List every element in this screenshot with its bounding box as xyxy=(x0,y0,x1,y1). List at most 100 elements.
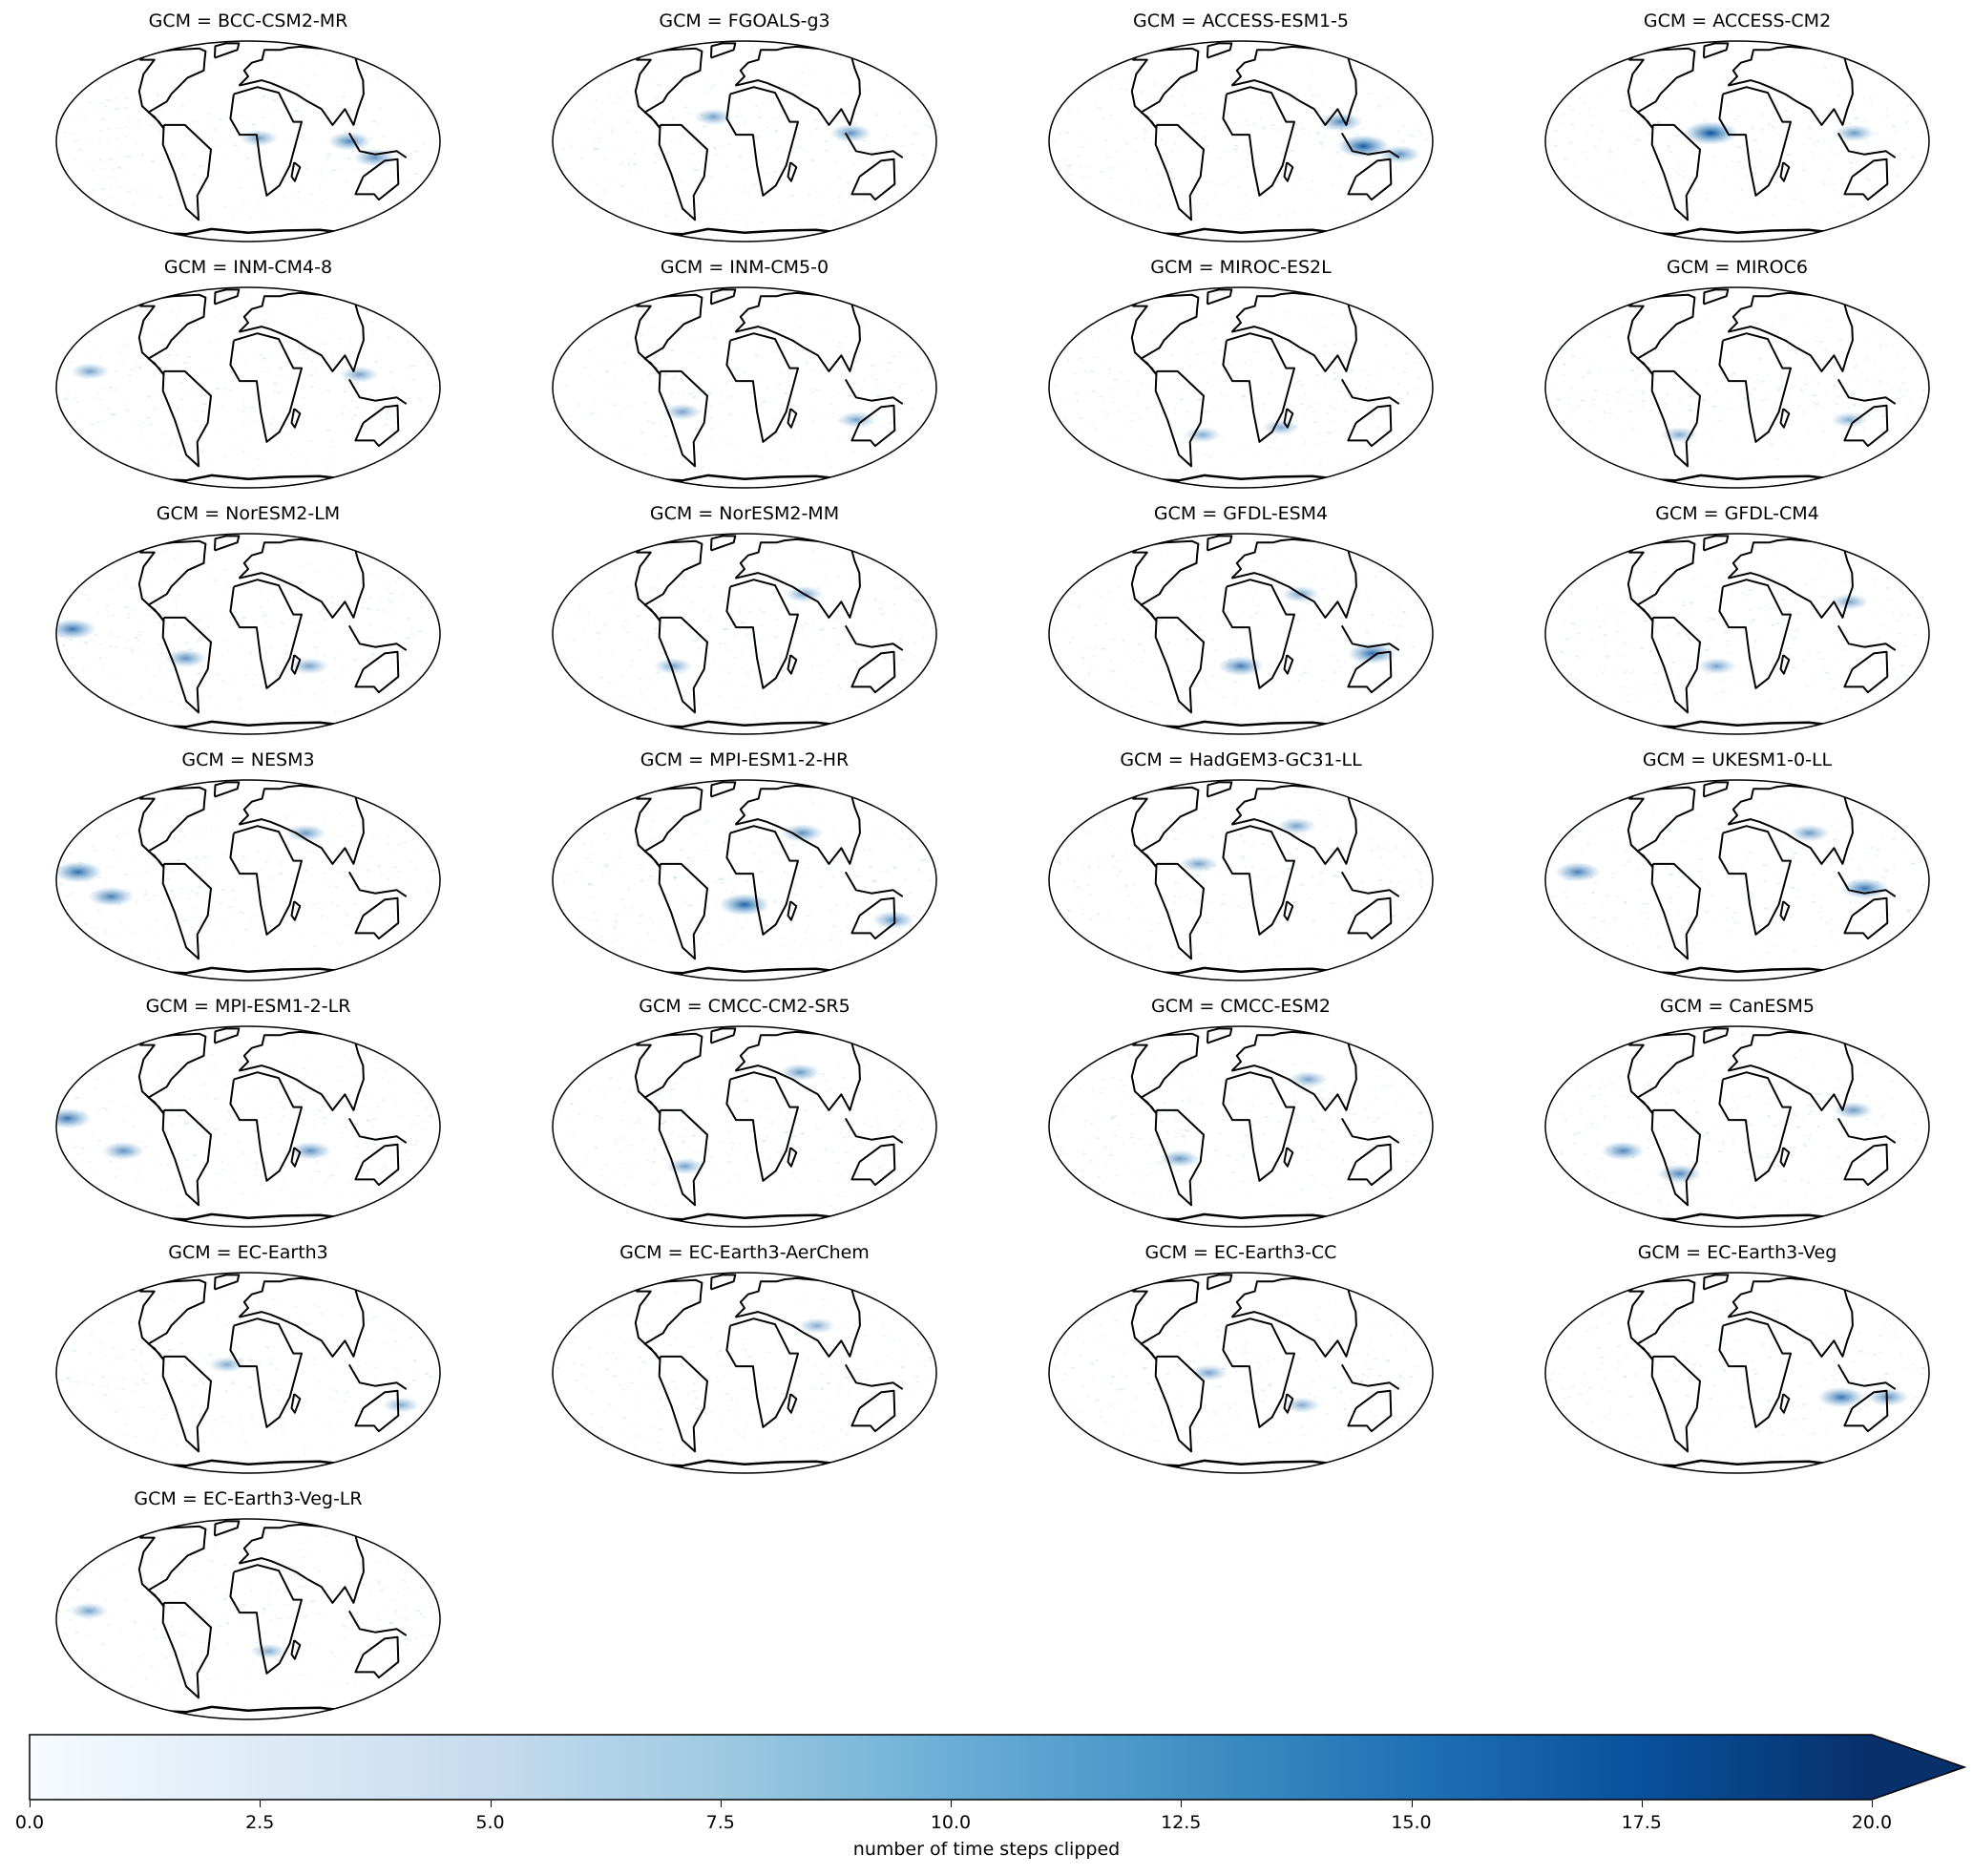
clip-count-speckle xyxy=(323,65,326,69)
clip-count-speckle xyxy=(1329,432,1333,434)
clip-count-speckle xyxy=(756,135,761,137)
clip-count-speckle xyxy=(321,392,326,394)
clip-count-speckle xyxy=(779,487,785,489)
clip-count-speckle xyxy=(1262,341,1268,343)
clip-count-speckle xyxy=(604,158,608,160)
clip-count-speckle xyxy=(1099,360,1102,362)
clip-count-speckle xyxy=(1311,411,1316,413)
clip-count-speckle xyxy=(204,158,207,161)
clip-count-speckle xyxy=(91,160,93,162)
clip-count-speckle xyxy=(1318,381,1322,384)
clip-count-speckle xyxy=(1628,212,1632,214)
clip-count-speckle xyxy=(1225,243,1229,244)
clip-count-speckle xyxy=(264,370,267,372)
clip-count-speckle xyxy=(1779,386,1784,389)
clip-count-speckle xyxy=(1248,216,1250,218)
clip-count-speckle xyxy=(1838,378,1841,381)
coastline xyxy=(844,132,904,158)
clip-count-speckle xyxy=(1765,231,1769,233)
clip-count-speckle xyxy=(108,678,111,681)
clip-count-speckle xyxy=(1584,44,1587,47)
clip-count-speckle xyxy=(778,83,783,86)
clip-count-speckle xyxy=(886,141,891,143)
clip-count-speckle xyxy=(1123,406,1127,408)
clip-count-speckle xyxy=(304,468,307,471)
clip-count-speckle xyxy=(1149,332,1155,334)
clip-count-speckle xyxy=(1854,366,1857,369)
clip-count-speckle xyxy=(1807,126,1812,128)
clip-count-speckle xyxy=(1867,468,1872,471)
clip-count-speckle xyxy=(636,228,638,231)
clip-count-speckle xyxy=(1686,78,1690,81)
clip-count-speckle xyxy=(782,180,787,182)
clip-count-speckle xyxy=(1117,200,1122,201)
clip-count-speckle xyxy=(552,479,554,481)
clip-count-speckle xyxy=(1555,183,1560,185)
clip-count-speckle xyxy=(188,467,192,469)
clip-count-speckle xyxy=(671,330,674,332)
clip-count-speckle xyxy=(442,115,443,116)
clip-count-speckle xyxy=(1747,457,1751,460)
clip-count-speckle xyxy=(826,93,829,95)
clip-count-speckle xyxy=(1816,141,1821,143)
clip-count-speckle xyxy=(665,422,670,424)
clip-count-speckle xyxy=(1629,394,1634,396)
clip-count-speckle xyxy=(1876,418,1878,420)
clip-count-speckle xyxy=(1786,226,1789,229)
clip-count-speckle xyxy=(1270,357,1275,360)
clip-count-speckle xyxy=(315,95,320,98)
clip-count-speckle xyxy=(885,135,889,137)
clip-count-speckle xyxy=(778,358,781,360)
clip-count-speckle xyxy=(1926,95,1929,97)
clip-count-speckle xyxy=(915,228,918,231)
clip-count-speckle xyxy=(111,225,115,228)
clip-count-speckle xyxy=(1341,370,1346,373)
clip-count-speckle xyxy=(836,317,840,319)
clip-count-speckle xyxy=(1296,325,1298,327)
clip-count-speckle xyxy=(1425,347,1427,349)
clip-count-speckle xyxy=(1197,168,1202,170)
clip-count-speckle xyxy=(1339,167,1341,169)
clip-count-speckle xyxy=(831,415,834,418)
clip-count-speckle xyxy=(914,137,918,138)
clip-count-speckle xyxy=(1600,129,1604,132)
map-panel: GCM = ACCESS-CM2 xyxy=(1489,10,1973,253)
clip-count-speckle xyxy=(112,45,115,47)
clip-count-speckle xyxy=(697,228,701,230)
clip-count-speckle xyxy=(321,343,325,345)
clip-count-speckle xyxy=(650,378,652,381)
clip-count-speckle xyxy=(794,386,800,388)
clip-hotspot xyxy=(837,411,876,429)
clip-count-speckle xyxy=(189,74,191,76)
clip-count-speckle xyxy=(1210,113,1214,115)
clip-count-speckle xyxy=(419,205,422,207)
clip-count-speckle xyxy=(1315,40,1317,43)
clip-count-speckle xyxy=(337,338,342,340)
clip-count-speckle xyxy=(558,93,563,95)
clip-count-speckle xyxy=(365,427,370,430)
clip-count-speckle xyxy=(172,240,174,242)
clip-count-speckle xyxy=(646,235,652,238)
clip-count-speckle xyxy=(299,115,304,116)
clip-count-speckle xyxy=(406,180,409,182)
clip-count-speckle xyxy=(933,176,936,179)
clip-count-speckle xyxy=(1201,470,1205,473)
clip-count-speckle xyxy=(650,219,655,221)
clip-count-speckle xyxy=(425,105,429,107)
clip-count-speckle xyxy=(1082,401,1085,404)
clip-count-speckle xyxy=(819,320,822,322)
clip-count-speckle xyxy=(250,406,255,409)
clip-count-speckle xyxy=(666,152,670,154)
clip-count-speckle xyxy=(106,426,109,429)
clip-count-speckle xyxy=(1800,390,1804,392)
clip-count-speckle xyxy=(588,349,591,351)
clip-count-speckle xyxy=(761,63,766,65)
clip-count-speckle xyxy=(85,449,87,452)
clip-count-speckle xyxy=(382,288,386,290)
clip-count-speckle xyxy=(105,206,107,208)
clip-count-speckle xyxy=(1332,44,1333,46)
clip-count-speckle xyxy=(1225,150,1228,152)
clip-count-speckle xyxy=(738,457,741,460)
clip-count-speckle xyxy=(1875,415,1878,417)
clip-count-speckle xyxy=(665,151,668,154)
